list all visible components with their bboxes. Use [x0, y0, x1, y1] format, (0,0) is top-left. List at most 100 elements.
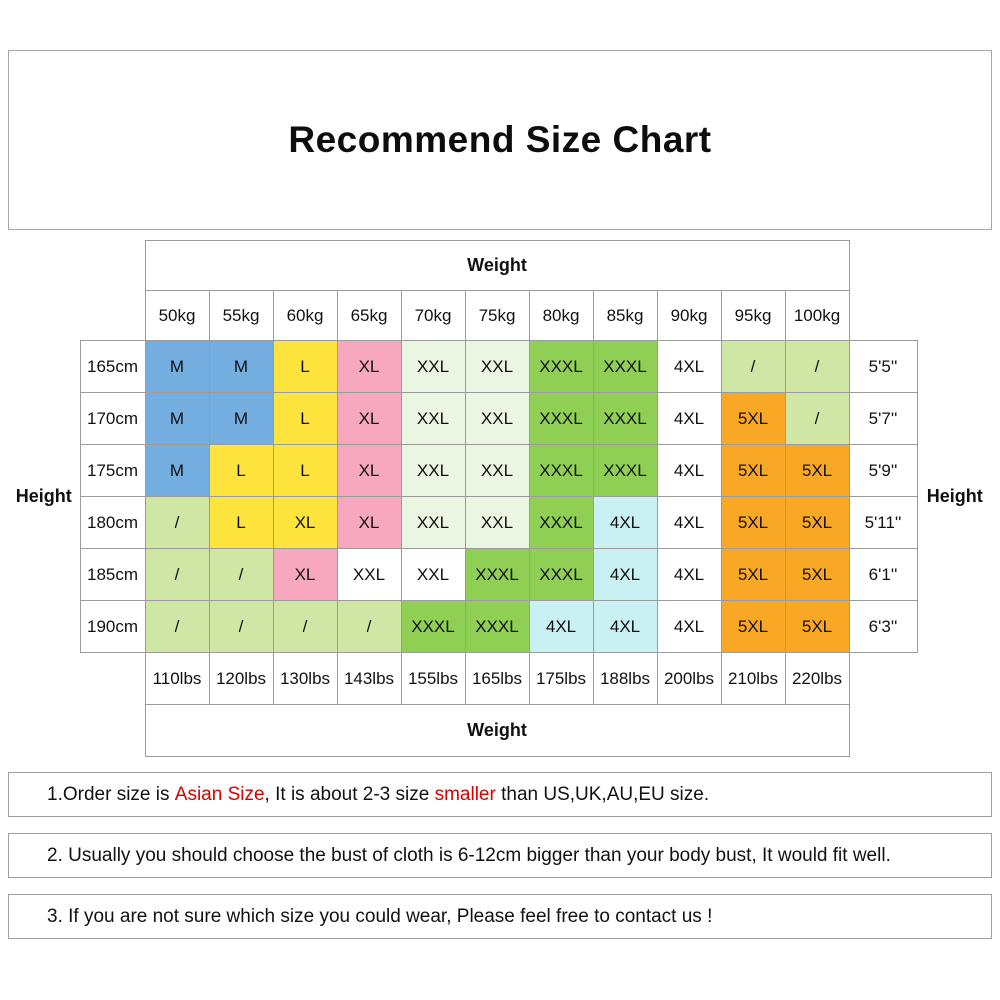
- table-row: 110lbs 120lbs 130lbs 143lbs 155lbs 165lbs 175l…: [8, 652, 992, 705]
- size-cell: XXL: [464, 496, 530, 549]
- spacer-top-left: [8, 241, 145, 291]
- size-cell: L: [272, 340, 338, 393]
- note-text: than US,UK,AU,EU size.: [495, 783, 710, 805]
- size-cell: 4XL: [592, 548, 658, 601]
- size-cell: XXL: [336, 548, 402, 601]
- weight-lbs-cell: 165lbs: [464, 652, 530, 705]
- size-cell: L: [272, 392, 338, 445]
- size-cell: /: [272, 600, 338, 653]
- spacer-lbs-right: [849, 653, 992, 705]
- table-row: 185cm / / XL XXL XXL XXXL XXXL 4XL 4XL 5XL 5XL 6'1'': [8, 548, 992, 601]
- spacer-bottom-right: [849, 705, 992, 757]
- size-cell: 4XL: [528, 600, 594, 653]
- weight-kg-header: 65kg: [336, 290, 402, 341]
- table-row: 175cm M L L XL XXL XXL XXXL XXXL 4XL 5XL 5XL 5'9'': [8, 444, 992, 497]
- size-cell: 4XL: [656, 444, 722, 497]
- weight-lbs-cell: 188lbs: [592, 652, 658, 705]
- size-cell: XXL: [400, 340, 466, 393]
- page-title: Recommend Size Chart: [288, 119, 712, 160]
- size-cell: XXXL: [592, 340, 658, 393]
- size-cell: 5XL: [784, 496, 850, 549]
- size-cell: 4XL: [656, 340, 722, 393]
- size-cell: 5XL: [720, 548, 786, 601]
- size-cell: M: [208, 392, 274, 445]
- size-cell: XXXL: [592, 392, 658, 445]
- weight-kg-header: 95kg: [720, 290, 786, 341]
- height-cm-cell: 175cm: [79, 444, 146, 497]
- size-cell: XXXL: [528, 548, 594, 601]
- size-cell: 4XL: [656, 392, 722, 445]
- size-table-body: Weight 50kg 55kg 60kg 65kg 70kg 75kg 80kg 85kg 90…: [8, 240, 992, 757]
- size-cell: XXXL: [464, 548, 530, 601]
- size-cell: 5XL: [784, 444, 850, 497]
- spacer-kg-right: [849, 291, 992, 341]
- spacer-kg-left: [8, 291, 145, 341]
- note-red-text: smaller: [434, 783, 496, 805]
- height-ft-cell: 5'9'': [848, 444, 918, 497]
- size-cell: 5XL: [720, 392, 786, 445]
- note-text: 2. Usually you should choose the bust of…: [47, 844, 891, 866]
- size-cell: XL: [336, 392, 402, 445]
- size-cell: XXXL: [528, 444, 594, 497]
- weight-lbs-cell: 210lbs: [720, 652, 786, 705]
- height-cm-cell: 170cm: [79, 392, 146, 445]
- notes: 1.Order size is Asian Size, It is about …: [8, 772, 992, 939]
- height-ft-cell: 5'11'': [848, 496, 918, 549]
- size-cell: 4XL: [656, 548, 722, 601]
- title-box: Recommend Size Chart: [8, 50, 992, 230]
- size-cell: XXL: [464, 444, 530, 497]
- weight-kg-header: 55kg: [208, 290, 274, 341]
- weight-kg-header: 90kg: [656, 290, 722, 341]
- height-cm-cell: 185cm: [79, 548, 146, 601]
- size-cell: XL: [336, 496, 402, 549]
- size-cell: /: [336, 600, 402, 653]
- height-ft-cell: 5'7'': [848, 392, 918, 445]
- height-cm-cell: 190cm: [79, 600, 146, 653]
- weight-lbs-cell: 200lbs: [656, 652, 722, 705]
- size-cell: XXL: [400, 444, 466, 497]
- size-cell: XL: [272, 548, 338, 601]
- size-cell: /: [720, 340, 786, 393]
- size-cell: XXXL: [528, 496, 594, 549]
- size-cell: M: [144, 392, 210, 445]
- weight-kg-header: 75kg: [464, 290, 530, 341]
- weight-lbs-cell: 120lbs: [208, 652, 274, 705]
- note-1: 1.Order size is Asian Size, It is about …: [8, 772, 992, 817]
- size-cell: XXL: [400, 392, 466, 445]
- height-ft-cell: 6'1'': [848, 548, 918, 601]
- height-cm-cell: 165cm: [79, 340, 146, 393]
- size-cell: XXL: [464, 340, 530, 393]
- weight-header-bottom: Weight: [144, 704, 850, 757]
- size-cell: M: [144, 340, 210, 393]
- table-row: 50kg 55kg 60kg 65kg 70kg 75kg 80kg 85kg 90kg 95kg…: [8, 290, 992, 341]
- size-cell: 5XL: [784, 548, 850, 601]
- spacer-bottom-left: [8, 705, 145, 757]
- height-ft-cell: 5'5'': [848, 340, 918, 393]
- size-cell: XXL: [400, 496, 466, 549]
- size-cell: L: [208, 444, 274, 497]
- table-row: Height 165cm M M L XL XXL XXL XXXL XXXL 4XL //5'5''…: [8, 340, 992, 506]
- height-label-right: Height: [926, 486, 983, 506]
- height-label-left: Height: [15, 486, 72, 506]
- size-cell: XXXL: [528, 340, 594, 393]
- size-cell: /: [144, 496, 210, 549]
- weight-kg-header: 80kg: [528, 290, 594, 341]
- weight-lbs-cell: 110lbs: [144, 652, 210, 705]
- weight-kg-header: 50kg: [144, 290, 210, 341]
- spacer-lbs-left: [8, 653, 145, 705]
- height-cm-cell: 180cm: [79, 496, 146, 549]
- note-text: 1.Order size is: [47, 783, 175, 805]
- note-3: 3. If you are not sure which size you co…: [8, 894, 992, 939]
- size-cell: XXXL: [592, 444, 658, 497]
- size-cell: L: [208, 496, 274, 549]
- size-cell: XL: [272, 496, 338, 549]
- size-cell: XL: [336, 340, 402, 393]
- size-cell: M: [144, 444, 210, 497]
- size-cell: 5XL: [720, 600, 786, 653]
- table-row: 170cm M M L XL XXL XXL XXXL XXXL 4XL 5XL/5'7'': [8, 392, 992, 445]
- table-row: 180cm / L XL XL XXL XXL XXXL 4XL 4XL 5XL 5XL 5'11'': [8, 496, 992, 549]
- weight-kg-header: 70kg: [400, 290, 466, 341]
- note-text: , It is about 2-3 size: [264, 783, 435, 805]
- note-red-text: Asian Size: [174, 783, 265, 805]
- size-cell: 5XL: [720, 496, 786, 549]
